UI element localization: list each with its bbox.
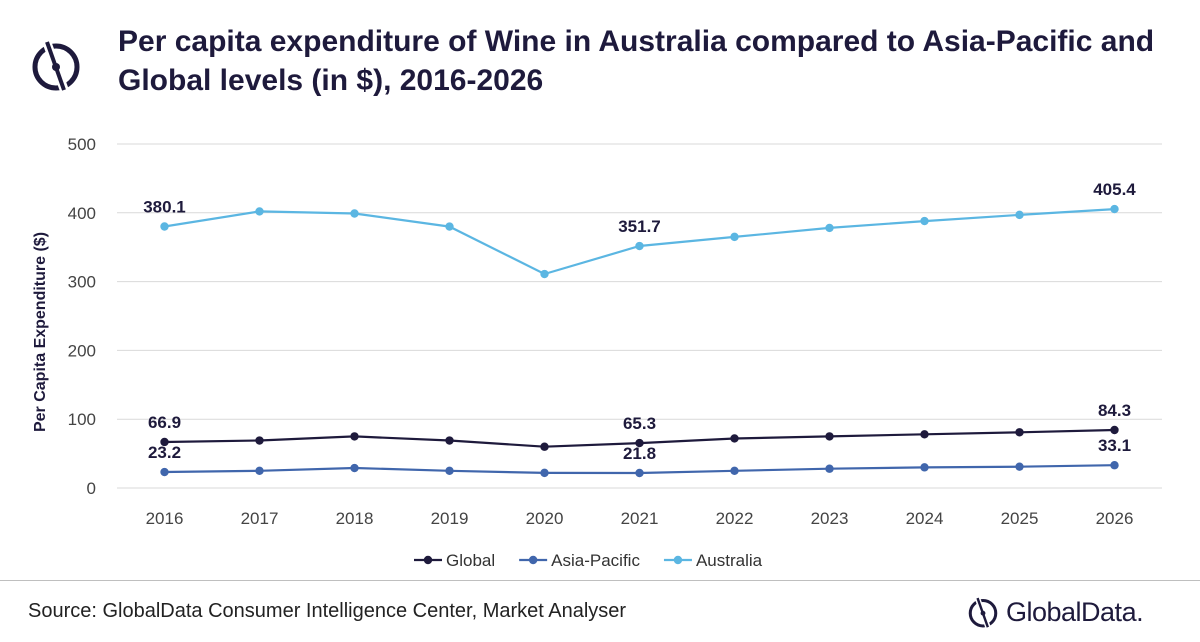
point-australia [540,269,549,279]
x-tick-label: 2022 [716,509,754,528]
x-tick-label: 2020 [526,509,564,528]
y-tick-label: 300 [68,273,96,292]
x-tick-label: 2026 [1096,509,1134,528]
point-australia [160,222,169,231]
point-asia-pacific [255,466,264,475]
point-global [1110,425,1119,435]
point-asia-pacific [445,466,454,475]
globaldata-logo-icon [968,595,998,630]
chart-title: Per capita expenditure of Wine in Austra… [118,25,1155,97]
source-note: Source: GlobalData Consumer Intelligence… [28,600,627,622]
point-australia [445,222,454,231]
y-tick-label: 0 [87,479,96,498]
point-global [540,442,549,451]
point-australia [635,241,644,251]
globaldata-logo-icon [32,38,80,94]
data-label-asia-pacific: 21.8 [623,444,656,463]
legend-item-asia-pacific: Asia-Pacific [519,551,640,570]
point-global [255,436,264,445]
point-global [920,430,929,439]
point-asia-pacific [825,464,834,473]
point-australia [825,223,834,233]
brand-logo: GlobalData. [966,592,1144,632]
x-tick-label: 2023 [811,509,849,528]
point-australia [730,232,739,242]
y-tick-label: 400 [68,204,96,223]
data-label-global: 66.9 [148,413,181,432]
point-global [445,436,454,445]
point-australia [255,207,264,216]
x-tick-label: 2025 [1001,509,1039,528]
point-asia-pacific [920,463,929,472]
point-asia-pacific [160,467,169,477]
point-asia-pacific [1015,462,1024,471]
line-chart: 0 100 200 300 400 500 2016 2017 2018 2019 2020 202… [32,135,1162,570]
y-tick-label: 500 [68,135,96,154]
x-tick-label: 2024 [906,509,944,528]
point-global [635,438,644,448]
x-tick-label: 2016 [146,509,184,528]
point-global [730,434,739,443]
point-global [825,432,834,441]
point-australia [920,216,929,226]
point-asia-pacific [540,468,549,478]
point-global [350,432,359,441]
legend-item-australia: Australia [663,551,763,570]
point-asia-pacific [730,466,739,475]
point-australia [1110,204,1119,214]
point-asia-pacific [1110,461,1119,470]
point-australia [1015,210,1024,220]
data-label-asia-pacific: 33.1 [1098,436,1131,455]
brand-name: GlobalData. [1006,596,1144,627]
point-australia [350,209,359,218]
data-label-global: 65.3 [623,414,656,433]
data-label-australia: 380.1 [143,197,186,216]
point-global [1015,428,1024,437]
x-tick-label: 2019 [431,509,469,528]
data-label-australia: 351.7 [618,217,661,236]
x-tick-label: 2018 [336,509,374,528]
legend-label: Australia [696,551,763,570]
legend-label: Asia-Pacific [551,551,640,570]
data-label-australia: 405.4 [1093,180,1136,199]
y-tick-label: 100 [68,410,96,429]
legend-item-global: Global [414,551,495,570]
data-label-global: 84.3 [1098,401,1131,420]
legend-label: Global [446,551,495,570]
x-tick-label: 2017 [241,509,279,528]
y-tick-label: 200 [68,341,96,360]
point-asia-pacific [635,468,644,478]
point-global [160,437,169,447]
footer-divider [0,580,1200,581]
point-asia-pacific [350,463,359,473]
y-axis-label: Per Capita Expenditure ($) [32,232,49,432]
data-label-asia-pacific: 23.2 [148,443,181,462]
x-tick-label: 2021 [621,509,659,528]
